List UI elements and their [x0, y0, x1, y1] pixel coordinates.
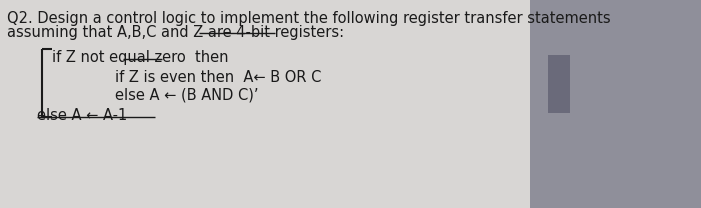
- Text: if Z not equal zero  then: if Z not equal zero then: [52, 50, 229, 65]
- Text: else A ← A-1: else A ← A-1: [37, 108, 128, 123]
- Text: Q2. Design a control logic to implement the following register transfer statemen: Q2. Design a control logic to implement …: [7, 11, 611, 26]
- Text: else A ← (B AND C)’: else A ← (B AND C)’: [115, 88, 259, 103]
- Text: assuming that A,B,C and Z are 4-bit registers:: assuming that A,B,C and Z are 4-bit regi…: [7, 25, 344, 40]
- Bar: [530, 0, 701, 208]
- Bar: [0, 0, 530, 208]
- Text: if Z is even then  A← B OR C: if Z is even then A← B OR C: [115, 70, 321, 85]
- Bar: [548, 55, 570, 113]
